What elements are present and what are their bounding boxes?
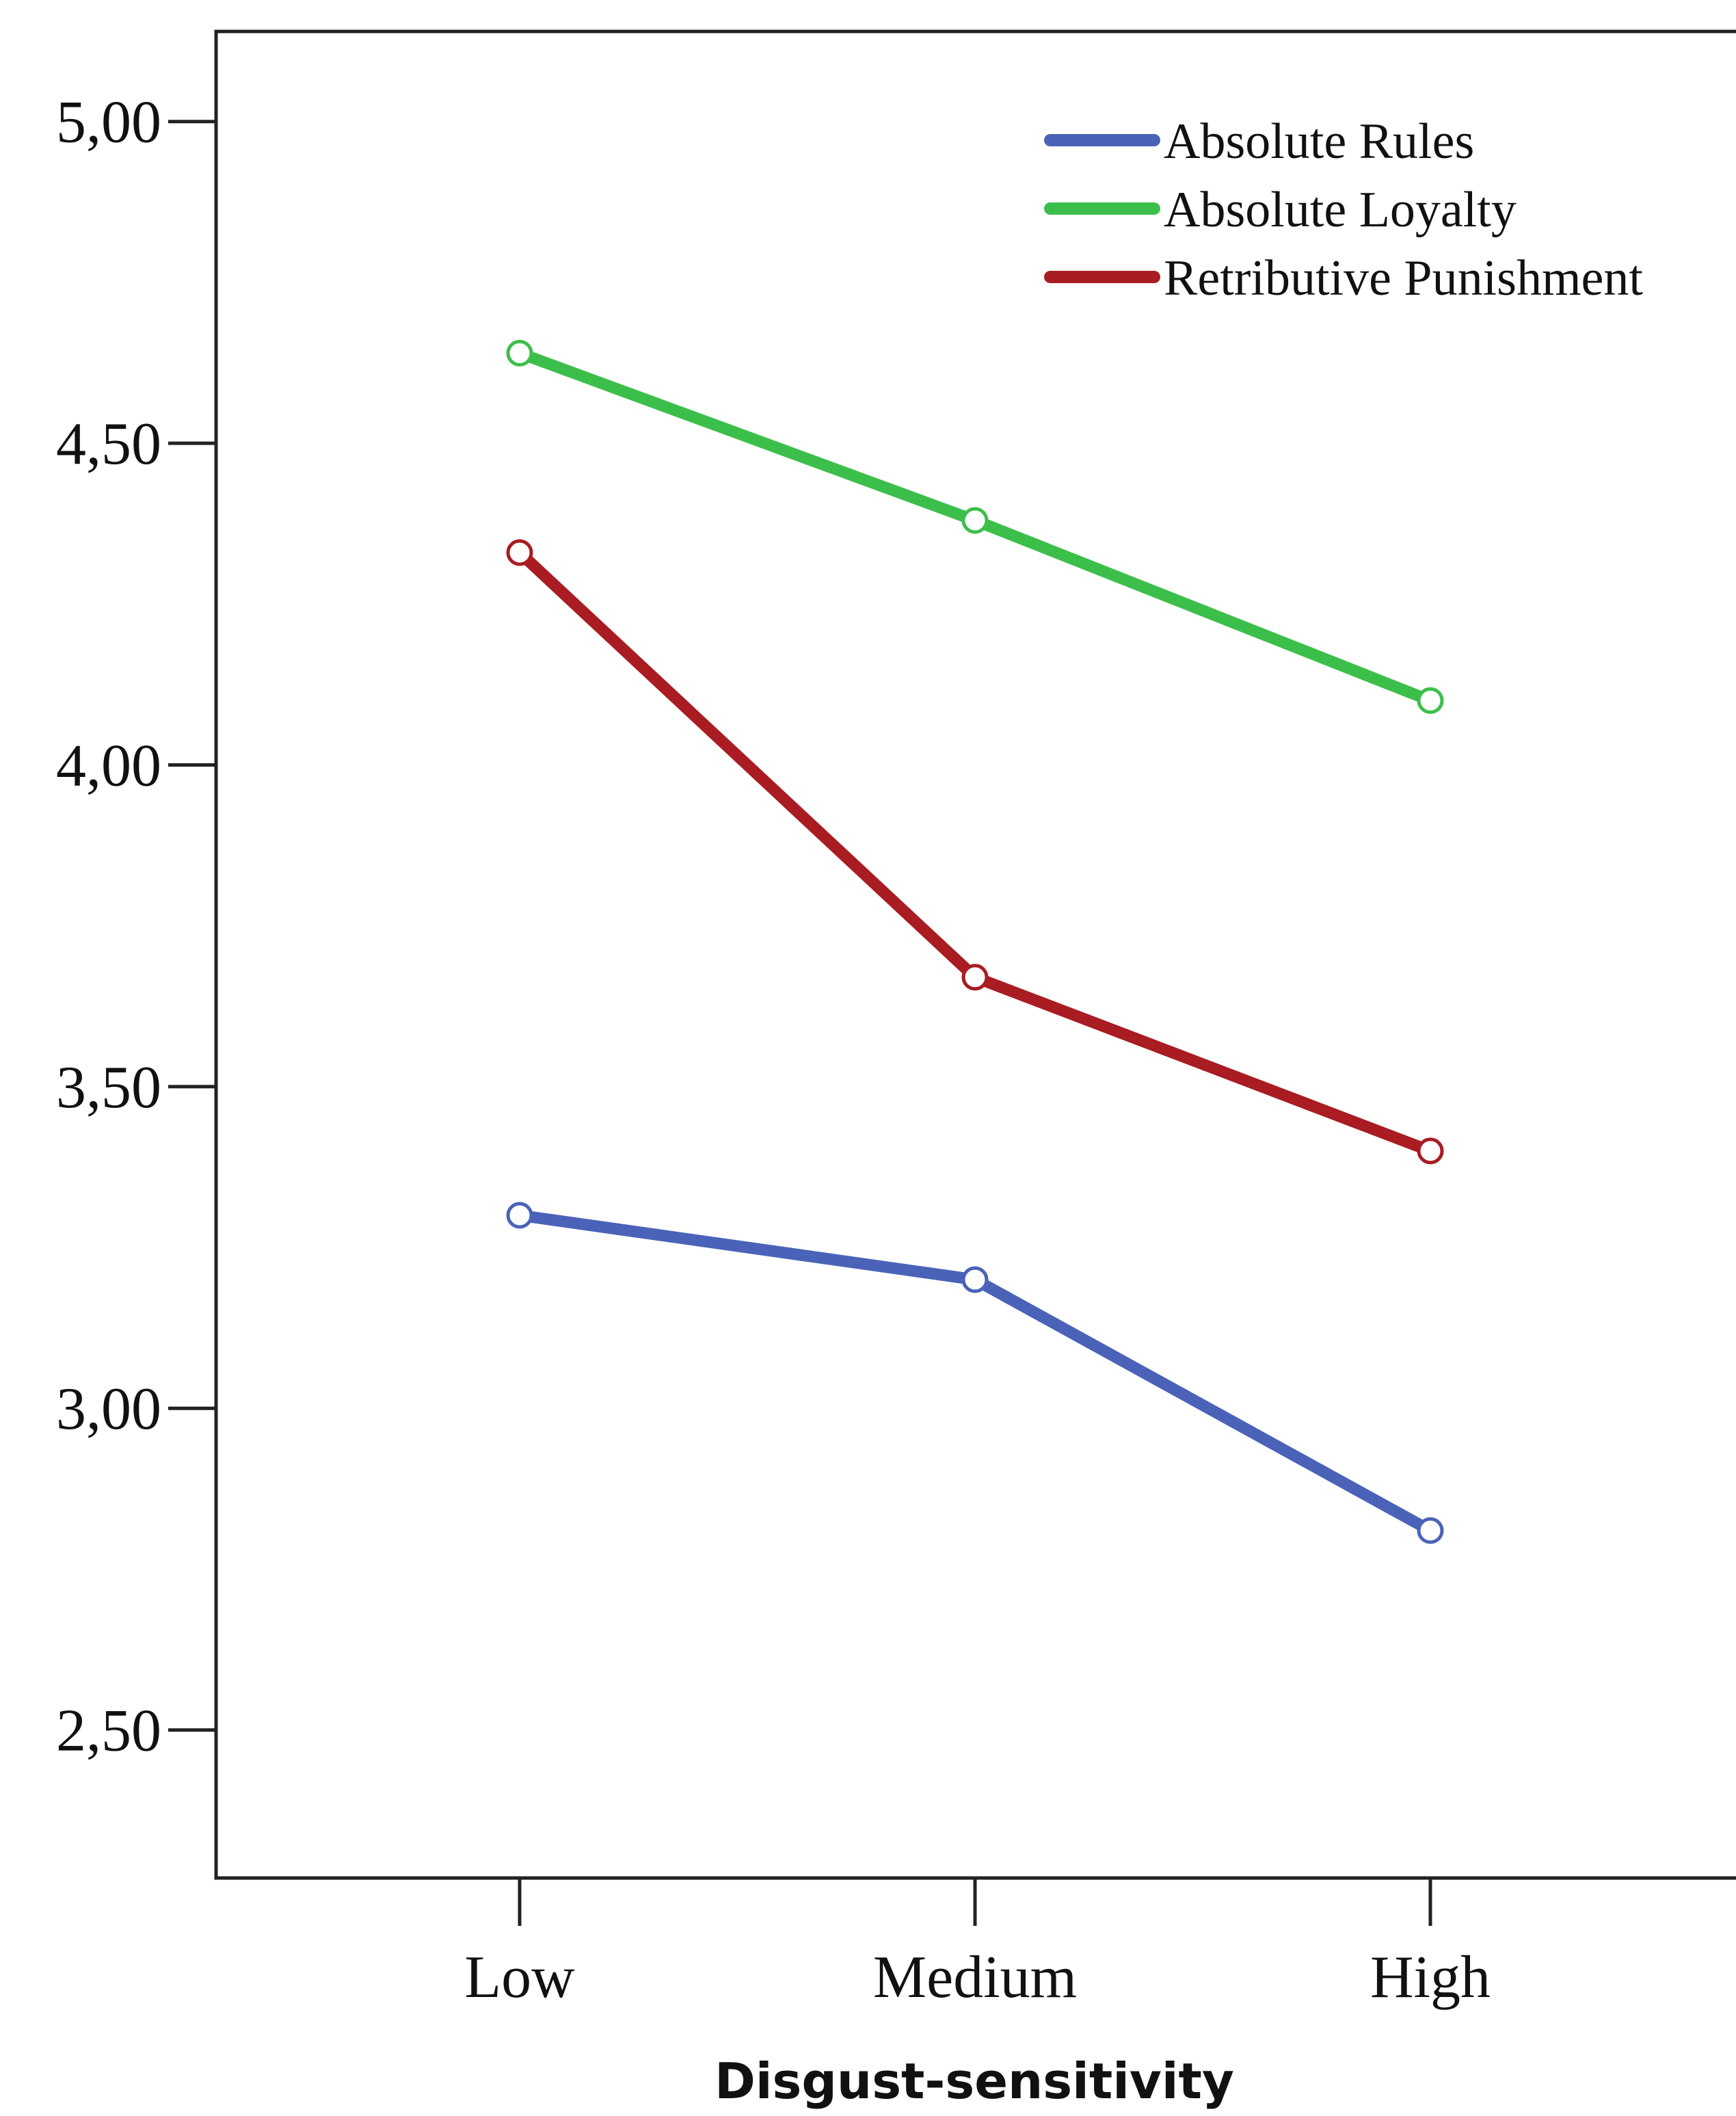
legend-label: Absolute Rules	[1164, 114, 1474, 170]
data-point	[961, 507, 989, 534]
x-tick-label: Medium	[873, 1944, 1077, 2011]
data-point	[1417, 1517, 1444, 1544]
x-tick-label: High	[1370, 1944, 1491, 2011]
data-point	[961, 964, 989, 991]
data-point	[961, 1266, 989, 1293]
y-axis: 5,00 4,50 4,00 3,50 3,00 2,50	[56, 90, 216, 1764]
legend: Absolute Rules Absolute Loyalty Retributiv…	[1044, 114, 1643, 306]
plot-frame	[214, 29, 1736, 1880]
data-point	[1417, 1137, 1444, 1165]
y-tick-label: 5,00	[56, 90, 161, 156]
data-point	[506, 1202, 533, 1229]
x-tick-label: Low	[464, 1944, 575, 2011]
x-axis-title: Disgust-sensitivity	[715, 2052, 1234, 2110]
y-tick-label: 4,00	[56, 732, 161, 799]
y-tick-label: 4,50	[56, 411, 161, 477]
series-layer	[506, 339, 1444, 1544]
y-tick-label: 2,50	[56, 1698, 161, 1764]
y-tick-label: 3,00	[56, 1376, 161, 1442]
data-point	[1417, 687, 1444, 714]
y-tick-label: 3,50	[56, 1055, 161, 1121]
data-point	[506, 539, 533, 566]
x-axis: Low Medium High	[464, 1878, 1491, 2011]
legend-label: Absolute Loyalty	[1164, 182, 1517, 238]
legend-label: Retributive Punishment	[1164, 250, 1643, 306]
data-point	[506, 339, 533, 367]
